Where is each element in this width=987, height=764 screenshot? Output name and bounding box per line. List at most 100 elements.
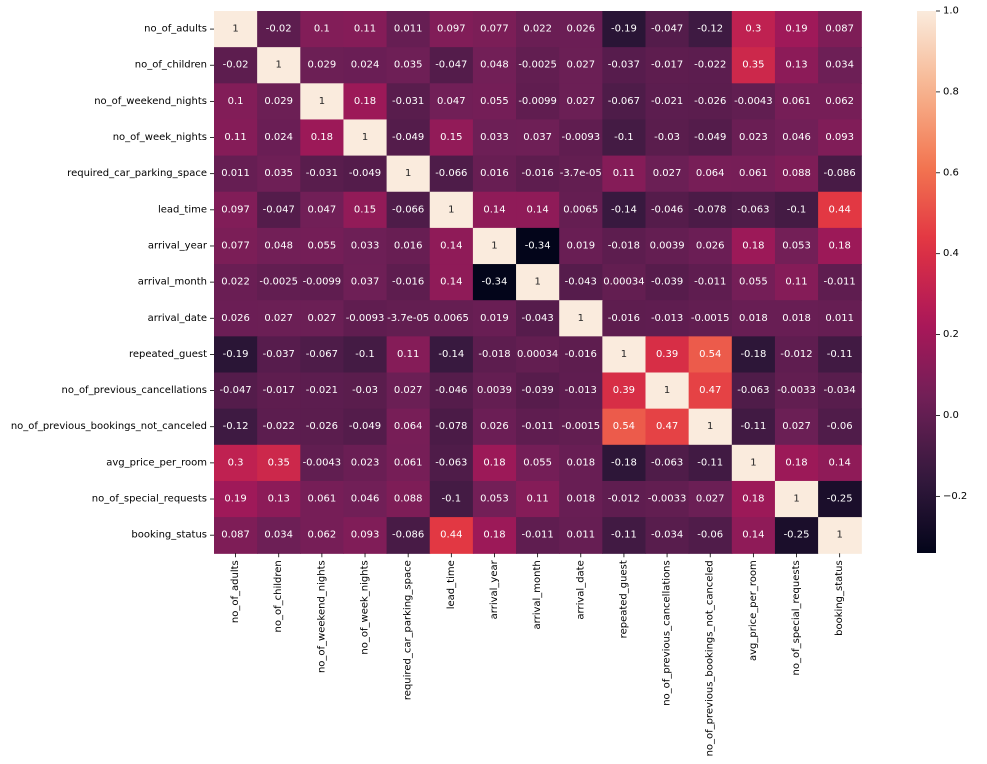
heatmap-cell-label: 0.047 <box>308 204 337 215</box>
heatmap-cell-label: -0.02 <box>223 60 249 71</box>
heatmap-cell-label: 0.011 <box>825 313 854 324</box>
y-tick-label: repeated_guest <box>129 349 207 360</box>
heatmap-cell-label: -0.011 <box>522 530 554 541</box>
heatmap-cell-label: 0.048 <box>264 240 293 251</box>
heatmap-cell <box>774 11 819 48</box>
heatmap-cell-label: 0.029 <box>264 96 293 107</box>
heatmap-cell <box>343 155 388 193</box>
heatmap-cell <box>818 47 862 84</box>
heatmap-cell-label: -0.021 <box>306 385 338 396</box>
heatmap-cell-label: -0.049 <box>694 132 726 143</box>
heatmap-cell <box>343 480 388 518</box>
heatmap-cell <box>516 83 560 121</box>
heatmap-cell-label: 0.00034 <box>517 349 558 360</box>
heatmap-cell-label: 0.3 <box>745 24 761 35</box>
heatmap-cell <box>818 11 862 48</box>
heatmap-cell-label: 1 <box>362 132 368 143</box>
heatmap-cell-label: 1 <box>578 313 584 324</box>
heatmap-cell <box>214 155 258 193</box>
heatmap-cell <box>602 480 647 518</box>
heatmap-cell <box>688 372 733 410</box>
heatmap-cell <box>602 191 647 229</box>
heatmap-cell-label: -0.11 <box>740 421 766 432</box>
heatmap-cell-label: 0.11 <box>785 277 807 288</box>
heatmap-cell <box>300 372 345 410</box>
heatmap-cell-label: 0.18 <box>785 457 807 468</box>
heatmap-cell-label: -0.0043 <box>303 457 342 468</box>
heatmap-cell <box>300 47 345 84</box>
heatmap-cell-label: 0.47 <box>656 421 678 432</box>
heatmap-cell <box>300 408 345 446</box>
heatmap-cell-label: 1 <box>793 494 799 505</box>
heatmap-cell <box>602 517 647 554</box>
heatmap-cell <box>645 336 690 374</box>
heatmap-cell-label: 0.064 <box>696 168 725 179</box>
heatmap-cell <box>429 119 474 157</box>
heatmap-cell-label: -0.022 <box>694 60 726 71</box>
heatmap-cell-label: 0.061 <box>782 96 811 107</box>
heatmap-cell-label: -0.34 <box>482 277 508 288</box>
heatmap-cell <box>516 11 560 48</box>
heatmap-cell-label: 0.14 <box>440 240 462 251</box>
heatmap-cell-label: -0.013 <box>651 313 683 324</box>
heatmap-cell <box>429 480 474 518</box>
heatmap-cell <box>429 47 474 84</box>
heatmap-cell-label: -0.18 <box>740 349 766 360</box>
x-tick-label: required_car_parking_space <box>403 560 414 700</box>
heatmap-cell <box>774 47 819 84</box>
heatmap-cell-label: -0.047 <box>435 60 467 71</box>
heatmap-cell-label: 1 <box>750 457 756 468</box>
heatmap-cell <box>688 480 733 518</box>
heatmap-cell <box>602 155 647 193</box>
x-tick-label: repeated_guest <box>618 560 629 638</box>
heatmap-cell-label: -0.14 <box>438 349 464 360</box>
heatmap-cell <box>257 372 301 410</box>
heatmap-cell-label: -0.067 <box>608 96 640 107</box>
heatmap-cell-label: 0.023 <box>351 457 380 468</box>
heatmap-cell <box>645 264 690 301</box>
heatmap-cell <box>343 300 388 337</box>
heatmap-cell-label: -0.063 <box>737 385 769 396</box>
heatmap-cell <box>472 372 517 410</box>
heatmap-cell-label: -0.021 <box>651 96 683 107</box>
heatmap-cell-label: -0.026 <box>306 421 338 432</box>
x-tick-label: no_of_previous_cancellations <box>662 560 673 706</box>
heatmap-cell <box>257 47 301 84</box>
heatmap-cell <box>774 119 819 157</box>
colorbar-ticks: −0.2 0.0 0.2 0.4 0.6 0.8 1.0 <box>936 6 967 502</box>
heatmap-cell <box>645 155 690 193</box>
y-tick-label: arrival_date <box>148 313 207 324</box>
heatmap-cell <box>472 83 517 121</box>
heatmap-cell <box>688 83 733 121</box>
heatmap-cell-label: 0.18 <box>311 132 333 143</box>
heatmap-cell <box>300 300 345 337</box>
heatmap-cell <box>645 517 690 554</box>
heatmap-cell <box>472 517 517 554</box>
heatmap-cell <box>774 300 819 337</box>
heatmap-cell-label: 1 <box>534 277 540 288</box>
heatmap-cell <box>386 191 431 229</box>
y-tick-label: no_of_children <box>135 60 207 71</box>
heatmap-cell-label: 0.027 <box>264 313 293 324</box>
heatmap-cell <box>343 11 388 48</box>
heatmap-cell <box>516 264 560 301</box>
heatmap-cell <box>645 372 690 410</box>
heatmap-cell <box>818 83 862 121</box>
x-axis-tick-labels: no_of_adults no_of_children no_of_weekend_… <box>230 553 845 756</box>
heatmap-cell <box>645 47 690 84</box>
heatmap-cell-label: 0.033 <box>480 132 509 143</box>
heatmap-cell <box>472 336 517 374</box>
heatmap-cell-label: 0.11 <box>613 168 635 179</box>
heatmap-cell-label: -0.039 <box>651 277 683 288</box>
heatmap-cell-label: 0.35 <box>742 60 764 71</box>
heatmap-cell <box>688 444 733 482</box>
heatmap-cell-label: 0.062 <box>308 530 337 541</box>
heatmap-cell <box>257 336 301 374</box>
heatmap-cell-label: 0.064 <box>394 421 423 432</box>
heatmap-cell-label: 0.055 <box>523 457 552 468</box>
heatmap-cell <box>645 300 690 337</box>
heatmap-cell-label: -0.017 <box>651 60 683 71</box>
heatmap-cell-label: -0.1 <box>787 204 807 215</box>
heatmap-cell <box>645 444 690 482</box>
heatmap-cell-label: 0.018 <box>782 313 811 324</box>
